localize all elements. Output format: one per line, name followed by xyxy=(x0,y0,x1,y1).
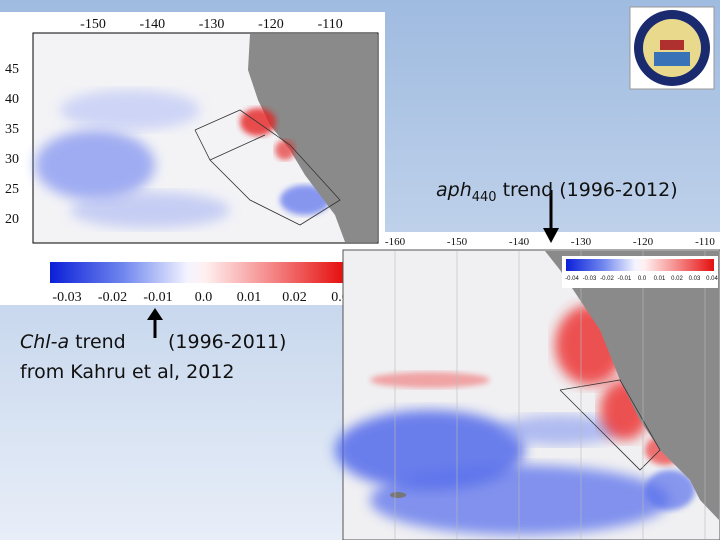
logo-ship xyxy=(660,40,684,50)
colorbar-label: 0.01 xyxy=(237,290,262,305)
colorbar-label: -0.03 xyxy=(583,276,597,282)
colorbar-label: -0.01 xyxy=(143,290,172,305)
island xyxy=(390,492,406,498)
lat-label: 25 xyxy=(5,182,19,197)
logo xyxy=(629,6,715,90)
trend-area xyxy=(370,465,670,535)
trend-area xyxy=(645,470,695,510)
colorbar-label: -0.02 xyxy=(600,276,614,282)
lat-label: 20 xyxy=(5,212,19,227)
colorbar-label: 0.03 xyxy=(689,276,701,282)
lon-label: -120 xyxy=(258,17,284,32)
lon-label: -110 xyxy=(695,236,715,248)
trend-area xyxy=(280,185,330,215)
land xyxy=(545,251,719,520)
colorbar xyxy=(566,259,714,271)
lon-label: -150 xyxy=(80,17,106,32)
lon-label: -150 xyxy=(447,236,468,248)
colorbar-label: -0.01 xyxy=(618,276,632,282)
caption-period: (1996-2011) xyxy=(168,331,286,353)
colorbar-label: 0.0 xyxy=(195,290,213,305)
lon-label: -140 xyxy=(139,17,165,32)
title-rest: trend (1996-2012) xyxy=(503,179,678,201)
trend-area xyxy=(70,192,230,228)
right-map: -160 -150 -140 -130 -120 -110 -0.04 -0.03 -0.02-… xyxy=(335,232,720,540)
colorbar-label: 0.0 xyxy=(638,276,647,282)
lon-label: -140 xyxy=(509,236,530,248)
trend-area xyxy=(500,415,620,445)
arrow-up xyxy=(147,308,163,338)
lat-label: 45 xyxy=(5,62,19,77)
lon-label: -130 xyxy=(571,236,592,248)
colorbar xyxy=(50,262,343,283)
caption-word: trend xyxy=(75,331,126,353)
variable: aph xyxy=(436,179,472,201)
logo-sea xyxy=(654,52,690,66)
region-outline xyxy=(559,379,661,471)
region-outline xyxy=(209,134,266,161)
colorbar-label: 0.01 xyxy=(654,276,666,282)
region-outline xyxy=(194,109,341,226)
lon-label: -120 xyxy=(633,236,654,248)
colorbar-label: 0.02 xyxy=(282,290,307,305)
arrow-down xyxy=(543,190,559,243)
lon-label: -160 xyxy=(385,236,406,248)
trend-area xyxy=(60,90,200,130)
right-title: aph440 trend (1996-2012) xyxy=(436,179,678,205)
variable: Chl-a xyxy=(20,331,69,353)
lat-label: 35 xyxy=(5,122,19,137)
lon-label: -110 xyxy=(318,17,343,32)
trend-area xyxy=(370,372,490,388)
land xyxy=(248,34,377,242)
left-map: -150 -140 -130 -120 -110 45 40 35 30 25 20 -0.03 -0.… xyxy=(0,12,385,305)
colorbar-label: -0.04 xyxy=(565,276,579,282)
colorbar-label: 0.02 xyxy=(671,276,683,282)
left-caption: Chl-a trend (1996-2011) xyxy=(20,331,286,353)
colorbar-label: -0.02 xyxy=(98,290,127,305)
subscript: 440 xyxy=(472,190,497,205)
colorbar-label: 0.04 xyxy=(706,276,718,282)
trend-area xyxy=(275,140,295,160)
left-source: from Kahru et al, 2012 xyxy=(20,361,235,383)
colorbar-label: -0.03 xyxy=(52,290,81,305)
trend-area xyxy=(35,130,155,200)
lat-label: 40 xyxy=(5,92,19,107)
lat-label: 30 xyxy=(5,152,19,167)
lon-label: -130 xyxy=(199,17,225,32)
